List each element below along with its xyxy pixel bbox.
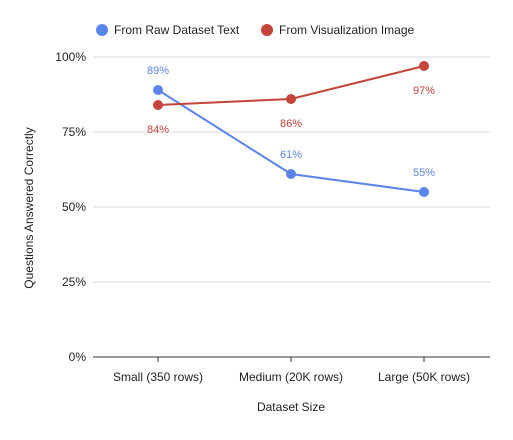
data-point: [419, 61, 429, 71]
x-tick-label: Large (50K rows): [378, 370, 470, 384]
x-tick-label: Small (350 rows): [113, 370, 203, 384]
x-axis-title: Dataset Size: [257, 400, 325, 414]
legend-marker: [96, 24, 108, 36]
data-point: [286, 169, 296, 179]
y-tick-label: 50%: [62, 200, 86, 214]
gridlines: [93, 56, 490, 283]
data-point: [153, 85, 163, 95]
legend-label: From Visualization Image: [279, 23, 414, 37]
data-labels: 89% 61% 55% 84% 86% 97%: [147, 65, 435, 179]
y-tick-label: 100%: [55, 50, 86, 64]
legend-label: From Raw Dataset Text: [114, 23, 240, 37]
data-label: 55%: [413, 167, 435, 179]
data-point: [286, 94, 296, 104]
y-tick-label: 0%: [69, 350, 87, 364]
y-tick-label: 75%: [62, 125, 86, 139]
axes: 0% 25% 50% 75% 100% Small (350 rows) Medium (2…: [55, 50, 490, 384]
series-layer: [153, 61, 429, 197]
data-point: [153, 100, 163, 110]
data-label: 84%: [147, 124, 169, 136]
legend: From Raw Dataset Text From Visualization …: [96, 23, 414, 37]
y-axis-title: Questions Answered Correctly: [22, 127, 36, 288]
y-tick-label: 25%: [62, 275, 86, 289]
data-label: 61%: [280, 149, 302, 161]
data-label: 86%: [280, 118, 302, 130]
data-label: 89%: [147, 65, 169, 77]
data-label: 97%: [413, 85, 435, 97]
data-point: [419, 187, 429, 197]
legend-marker: [261, 24, 273, 36]
x-tick-label: Medium (20K rows): [239, 370, 343, 384]
